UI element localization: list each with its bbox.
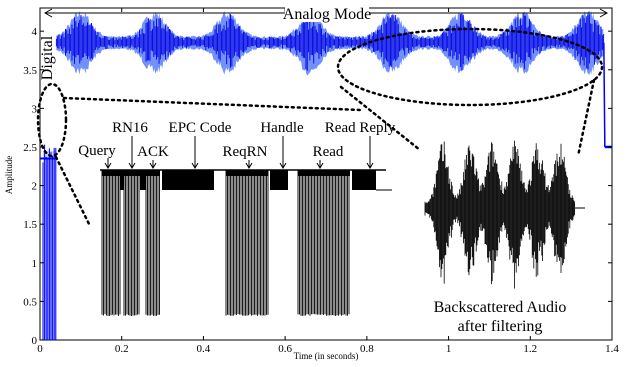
y-tick-label: 2 bbox=[32, 181, 38, 193]
leader-line bbox=[54, 155, 92, 228]
x-tick-label: 0.8 bbox=[360, 343, 374, 355]
y-tick-label: 3.5 bbox=[23, 65, 37, 77]
analog-envelope bbox=[56, 9, 604, 76]
analog-zoom-ellipse bbox=[336, 27, 604, 107]
leader-line bbox=[62, 96, 362, 112]
command-label: ReqRN bbox=[223, 144, 268, 160]
x-axis-title: Time (in seconds) bbox=[294, 351, 359, 361]
leader-line bbox=[576, 78, 596, 158]
audio-caption-line2: after filtering bbox=[458, 318, 543, 335]
inset-mid-block bbox=[140, 170, 146, 190]
y-tick-label: 1.5 bbox=[23, 219, 37, 231]
inset-pulse-cap bbox=[298, 170, 350, 176]
command-arrowhead bbox=[316, 162, 324, 169]
inset-mid-block bbox=[270, 170, 288, 190]
axis-ticks: 0 0.2 0.4 0.6 0.8 1 1.2 1.4 0 0.5 1 1.5 2 2.5 3 3.5 4 bbox=[23, 8, 619, 355]
y-tick-label: 0 bbox=[32, 335, 38, 347]
command-label: Read Reply bbox=[325, 120, 396, 136]
digital-zoom-ellipse bbox=[36, 82, 68, 158]
command-label: RN16 bbox=[112, 120, 148, 136]
y-tick-label: 4 bbox=[32, 26, 38, 38]
y-axis-title: Amplitude bbox=[4, 156, 14, 195]
audio-caption-line1: Backscattered Audio bbox=[434, 299, 567, 316]
command-label: Read bbox=[313, 144, 344, 160]
command-label: Query bbox=[78, 143, 116, 159]
command-arrowhead bbox=[245, 162, 253, 169]
x-tick-label: 1.4 bbox=[605, 343, 619, 355]
arrowhead-right bbox=[599, 8, 609, 18]
analog-label-backing bbox=[285, 5, 369, 22]
signal-trace bbox=[40, 9, 612, 340]
y-tick-label: 2.5 bbox=[23, 142, 37, 154]
x-tick-label: 1.2 bbox=[523, 343, 537, 355]
command-arrowhead bbox=[149, 162, 157, 169]
arrowhead-left bbox=[43, 8, 53, 18]
command-label: EPC Code bbox=[169, 120, 232, 136]
x-tick-label: 0 bbox=[37, 343, 43, 355]
command-arrowhead bbox=[104, 162, 112, 169]
inset-mid-block bbox=[120, 170, 124, 190]
command-arrowhead bbox=[279, 162, 287, 169]
command-arrowhead bbox=[366, 162, 374, 169]
y-tick-label: 3 bbox=[32, 103, 38, 115]
digital-mode-label: Digital bbox=[39, 35, 56, 80]
inset-pulse-cap bbox=[124, 170, 140, 176]
y-tick-label: 1 bbox=[32, 258, 38, 270]
x-tick-label: 1 bbox=[446, 343, 452, 355]
inset-mid-block bbox=[162, 170, 214, 190]
backscattered-audio-inset bbox=[424, 140, 585, 289]
x-tick-label: 0.6 bbox=[278, 343, 292, 355]
inset-pulse-cap bbox=[146, 170, 160, 176]
command-arrowhead bbox=[191, 162, 199, 169]
command-label: Handle bbox=[260, 120, 304, 136]
inset-mid-block bbox=[352, 170, 376, 190]
command-arrowhead bbox=[128, 162, 136, 169]
x-tick-label: 0.2 bbox=[115, 343, 129, 355]
rfid-command-inset bbox=[100, 169, 392, 316]
y-tick-label: 0.5 bbox=[23, 296, 37, 308]
leader-line bbox=[339, 85, 422, 152]
command-label: ACK bbox=[137, 144, 169, 160]
analog-mode-label: Analog Mode bbox=[283, 6, 371, 23]
idle-transition bbox=[603, 42, 606, 147]
x-tick-label: 0.4 bbox=[197, 343, 211, 355]
